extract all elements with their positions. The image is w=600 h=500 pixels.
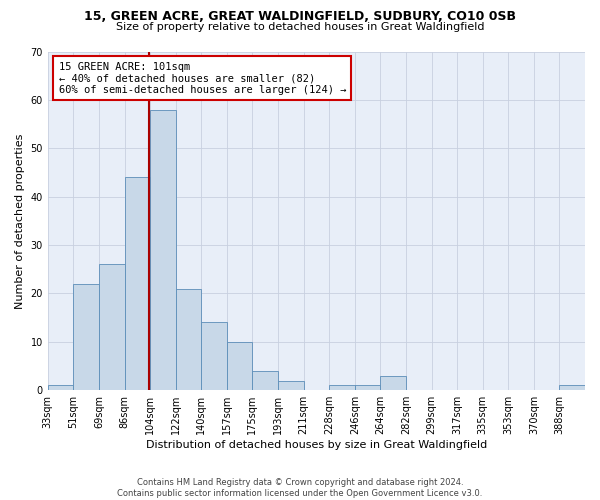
- Bar: [150, 110, 176, 390]
- Bar: [355, 386, 380, 390]
- Bar: [201, 322, 227, 390]
- Text: Size of property relative to detached houses in Great Waldingfield: Size of property relative to detached ho…: [116, 22, 484, 32]
- Bar: [125, 178, 150, 390]
- Text: Contains HM Land Registry data © Crown copyright and database right 2024.
Contai: Contains HM Land Registry data © Crown c…: [118, 478, 482, 498]
- Bar: [380, 376, 406, 390]
- Y-axis label: Number of detached properties: Number of detached properties: [15, 133, 25, 308]
- X-axis label: Distribution of detached houses by size in Great Waldingfield: Distribution of detached houses by size …: [146, 440, 487, 450]
- Bar: [73, 284, 99, 390]
- Bar: [99, 264, 125, 390]
- Bar: [329, 386, 355, 390]
- Text: 15 GREEN ACRE: 101sqm
← 40% of detached houses are smaller (82)
60% of semi-deta: 15 GREEN ACRE: 101sqm ← 40% of detached …: [59, 62, 346, 95]
- Text: 15, GREEN ACRE, GREAT WALDINGFIELD, SUDBURY, CO10 0SB: 15, GREEN ACRE, GREAT WALDINGFIELD, SUDB…: [84, 10, 516, 23]
- Bar: [48, 386, 73, 390]
- Bar: [253, 371, 278, 390]
- Bar: [227, 342, 253, 390]
- Bar: [278, 380, 304, 390]
- Bar: [176, 288, 201, 390]
- Bar: [559, 386, 585, 390]
